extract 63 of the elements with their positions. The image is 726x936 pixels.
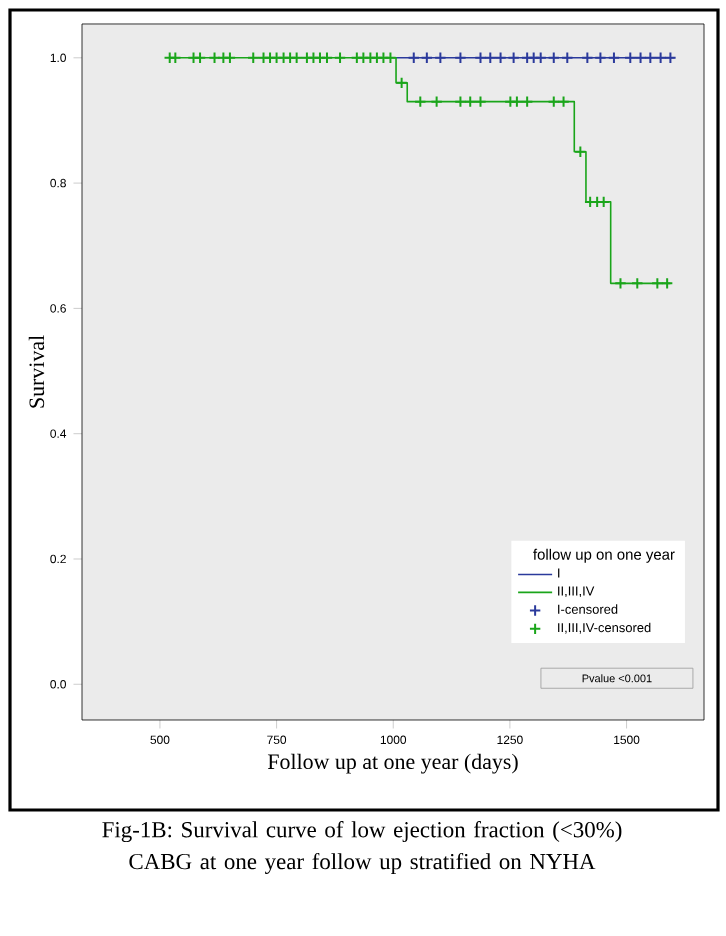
point — [464, 95, 477, 108]
point — [247, 51, 260, 65]
point — [527, 51, 540, 65]
point — [561, 51, 574, 65]
point — [607, 51, 621, 65]
point — [300, 51, 314, 65]
point — [313, 51, 327, 65]
point — [644, 51, 657, 65]
point — [263, 51, 277, 65]
point — [333, 51, 347, 65]
point — [574, 145, 587, 158]
point — [384, 51, 397, 65]
point — [283, 51, 297, 65]
point — [504, 95, 517, 108]
point — [434, 51, 447, 65]
point — [350, 51, 364, 65]
point — [557, 95, 570, 108]
point — [187, 51, 200, 65]
point — [631, 277, 644, 290]
point — [270, 51, 283, 65]
point — [414, 95, 427, 108]
point — [494, 51, 507, 65]
point — [510, 95, 524, 108]
point — [474, 95, 487, 108]
point — [257, 51, 270, 65]
point — [547, 95, 560, 108]
point — [320, 51, 334, 65]
point — [660, 277, 674, 290]
point — [614, 277, 627, 290]
point — [507, 51, 520, 65]
point — [420, 51, 434, 65]
point — [594, 51, 607, 65]
point — [277, 51, 290, 65]
point — [624, 51, 637, 65]
point — [547, 51, 560, 65]
point — [357, 51, 370, 65]
point — [307, 51, 320, 65]
point — [364, 51, 377, 65]
point — [534, 51, 547, 65]
point — [520, 95, 534, 108]
point — [193, 51, 207, 65]
point — [454, 51, 467, 65]
point — [474, 51, 487, 65]
point — [430, 95, 443, 108]
point — [395, 76, 408, 90]
point — [290, 51, 303, 65]
x-axis-title: Follow up at one year (days) — [267, 753, 518, 774]
point — [208, 51, 221, 65]
text: Fig-1B: Survival curve of low ejection fraction (<30%) CABG at one year follow up stratified on NYHA — [102, 821, 622, 874]
point — [651, 277, 664, 290]
point — [664, 51, 677, 65]
point — [223, 51, 237, 65]
point — [454, 95, 467, 108]
point — [217, 51, 230, 65]
point — [520, 51, 534, 65]
point — [654, 51, 667, 65]
y-axis-title: Survival — [28, 335, 45, 408]
point — [370, 51, 384, 65]
point — [377, 51, 390, 65]
point — [581, 51, 594, 65]
point — [484, 51, 497, 65]
point — [407, 51, 420, 65]
point — [634, 51, 647, 65]
